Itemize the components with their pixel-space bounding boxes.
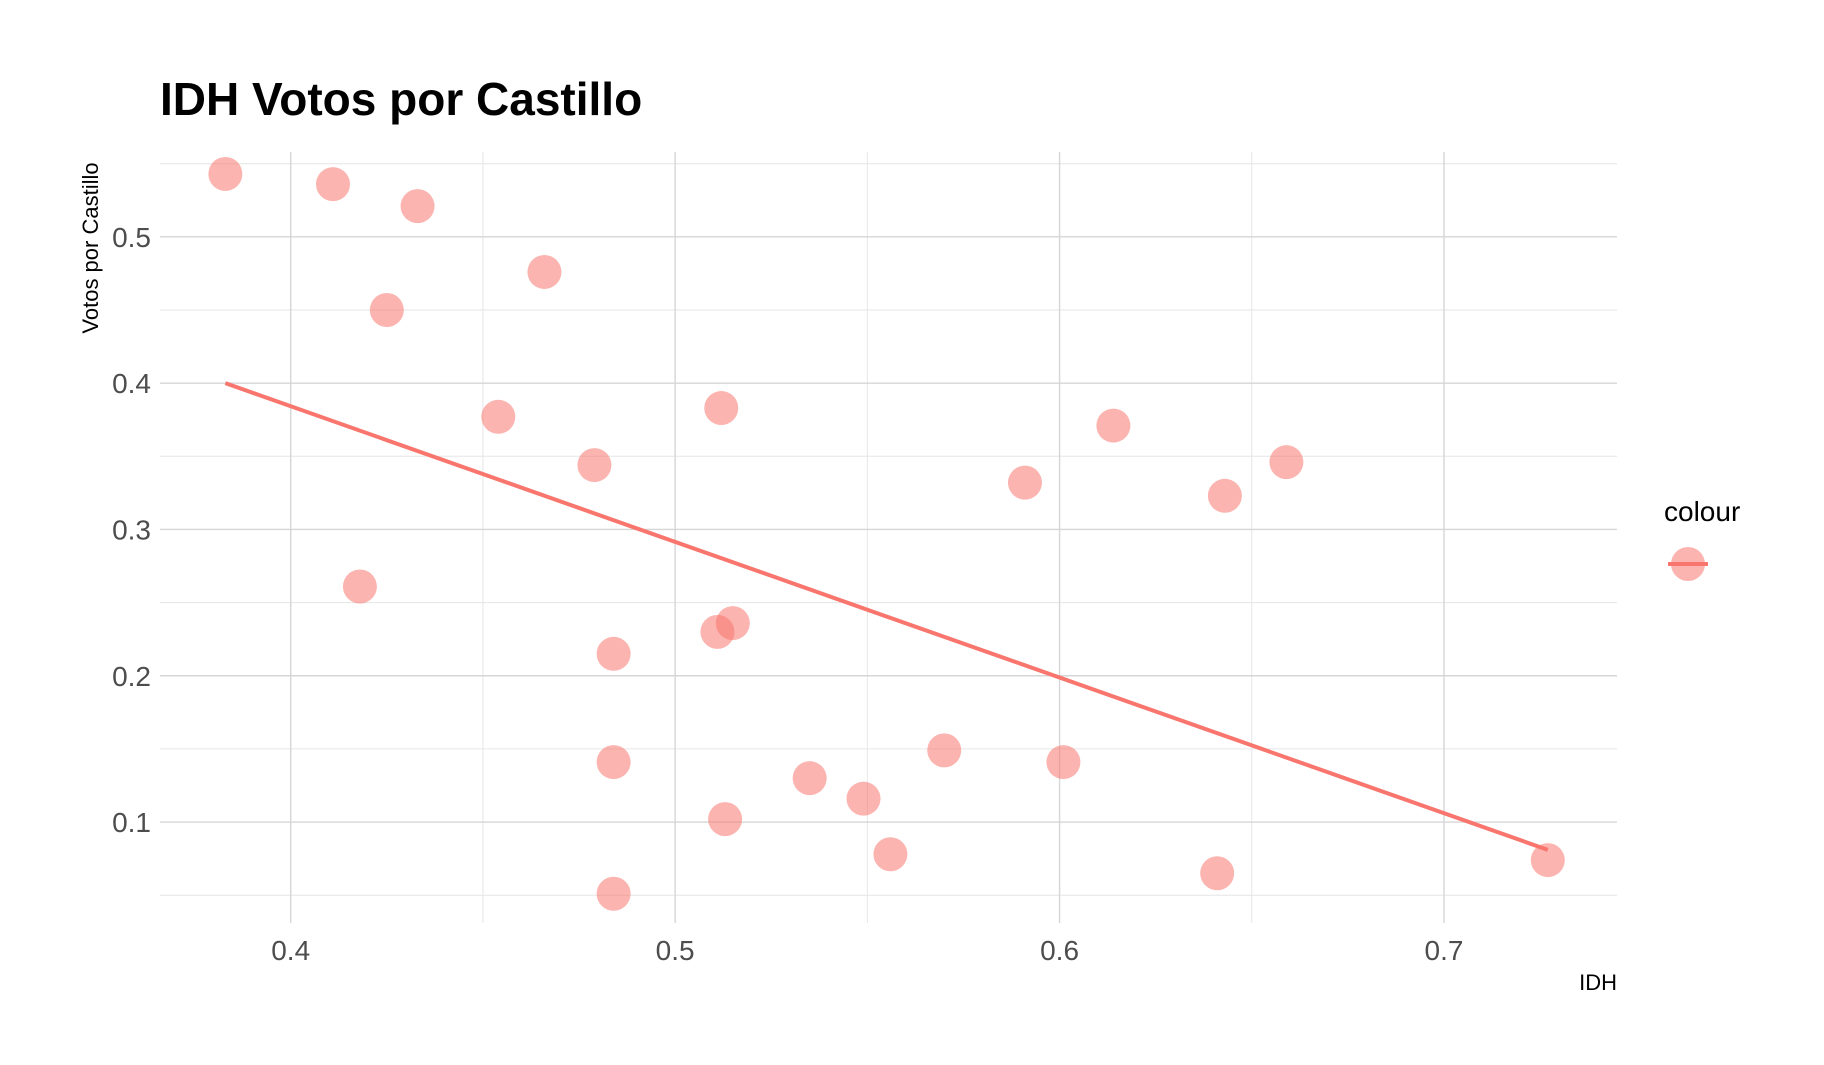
data-point — [400, 189, 435, 224]
data-point — [1007, 465, 1042, 500]
legend-title: colour — [1664, 496, 1740, 527]
x-tick-label: 0.7 — [1425, 935, 1464, 966]
y-axis-ticks: 0.1 0.2 0.3 0.4 0.5 — [112, 222, 151, 838]
data-point — [369, 293, 404, 328]
data-point — [596, 745, 631, 780]
y-tick-label: 0.1 — [112, 807, 151, 838]
y-axis-title: Votos por Castillo — [78, 162, 103, 333]
data-point — [846, 781, 881, 816]
data-point — [596, 636, 631, 671]
data-point — [342, 569, 377, 604]
data-point — [1530, 843, 1565, 878]
grid-lines — [160, 152, 1617, 923]
y-tick-label: 0.5 — [112, 222, 151, 253]
data-point — [927, 733, 962, 768]
data-point — [1096, 408, 1131, 443]
data-point — [704, 391, 739, 426]
x-axis-title: IDH — [1579, 970, 1617, 995]
y-tick-label: 0.3 — [112, 514, 151, 545]
data-point — [596, 876, 631, 911]
data-point — [1046, 745, 1081, 780]
data-point — [708, 802, 743, 837]
legend: colour — [1664, 496, 1740, 581]
x-tick-label: 0.4 — [271, 935, 310, 966]
data-point — [700, 614, 735, 649]
chart-title: IDH Votos por Castillo — [160, 73, 642, 125]
trend-line-group — [224, 381, 1549, 852]
data-point — [792, 761, 827, 796]
data-point — [208, 156, 243, 191]
data-points — [208, 156, 1565, 911]
x-tick-label: 0.5 — [656, 935, 695, 966]
data-point — [1200, 856, 1235, 891]
y-tick-label: 0.4 — [112, 368, 151, 399]
data-point — [481, 399, 516, 434]
data-point — [315, 167, 350, 202]
data-point — [527, 254, 562, 289]
data-point — [1207, 478, 1242, 513]
y-tick-label: 0.2 — [112, 661, 151, 692]
data-point — [873, 837, 908, 872]
x-axis-ticks: 0.4 0.5 0.6 0.7 — [271, 935, 1463, 966]
data-point — [1269, 445, 1304, 480]
trend-line — [224, 381, 1549, 852]
data-point — [577, 448, 612, 483]
x-tick-label: 0.6 — [1040, 935, 1079, 966]
